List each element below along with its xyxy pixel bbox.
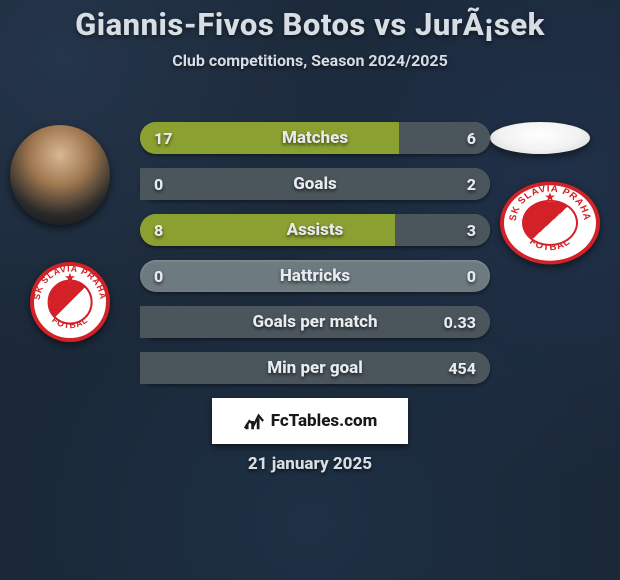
- stat-left-value: 0: [154, 175, 163, 194]
- stat-label: Goals: [293, 174, 337, 194]
- stat-left-value: 0: [154, 267, 163, 286]
- stat-row: 0 2 Goals: [140, 168, 490, 200]
- stat-right-value: 0.33: [444, 313, 476, 332]
- stat-row: 8 3 Assists: [140, 214, 490, 246]
- stat-label: Hattricks: [280, 266, 350, 286]
- watermark: FcTables.com: [212, 398, 408, 444]
- stat-right-value: 3: [467, 221, 476, 240]
- bar-fill-left: [140, 214, 395, 246]
- player2-club-badge: SK SLAVIA PRAHA FOTBAL ★: [500, 182, 600, 265]
- stat-label: Goals per match: [252, 312, 377, 332]
- date-text: 21 january 2025: [0, 454, 620, 474]
- bar-fill-left: [140, 122, 399, 154]
- stat-row: 0 0 Hattricks: [140, 260, 490, 292]
- stat-right-value: 2: [467, 175, 476, 194]
- page-title: Giannis-Fivos Botos vs JurÃ¡sek: [0, 0, 620, 43]
- card-content: Giannis-Fivos Botos vs JurÃ¡sek Club com…: [0, 0, 620, 580]
- stats-bars: 17 6 Matches 0 2 Goals 8 3 Assists 0 0 Hattricks 0.3…: [140, 122, 490, 384]
- stat-right-value: 454: [448, 359, 476, 378]
- stat-left-value: 17: [154, 129, 172, 148]
- stat-right-value: 6: [467, 129, 476, 148]
- stat-row: 17 6 Matches: [140, 122, 490, 154]
- stat-row: 454 Min per goal: [140, 352, 490, 384]
- stat-label: Assists: [287, 220, 344, 240]
- stat-right-value: 0: [467, 267, 476, 286]
- watermark-text: FcTables.com: [271, 411, 378, 431]
- stat-left-value: 8: [154, 221, 163, 240]
- stat-row: 0.33 Goals per match: [140, 306, 490, 338]
- stat-label: Min per goal: [267, 358, 363, 378]
- bar-fill-right: [399, 122, 490, 154]
- player1-avatar: [10, 125, 110, 225]
- player2-avatar: [490, 122, 590, 154]
- player1-club-badge: SK SLAVIA PRAHA FOTBAL ★: [30, 262, 110, 342]
- chart-icon: [243, 410, 265, 432]
- stat-label: Matches: [282, 128, 348, 148]
- subtitle: Club competitions, Season 2024/2025: [0, 51, 620, 70]
